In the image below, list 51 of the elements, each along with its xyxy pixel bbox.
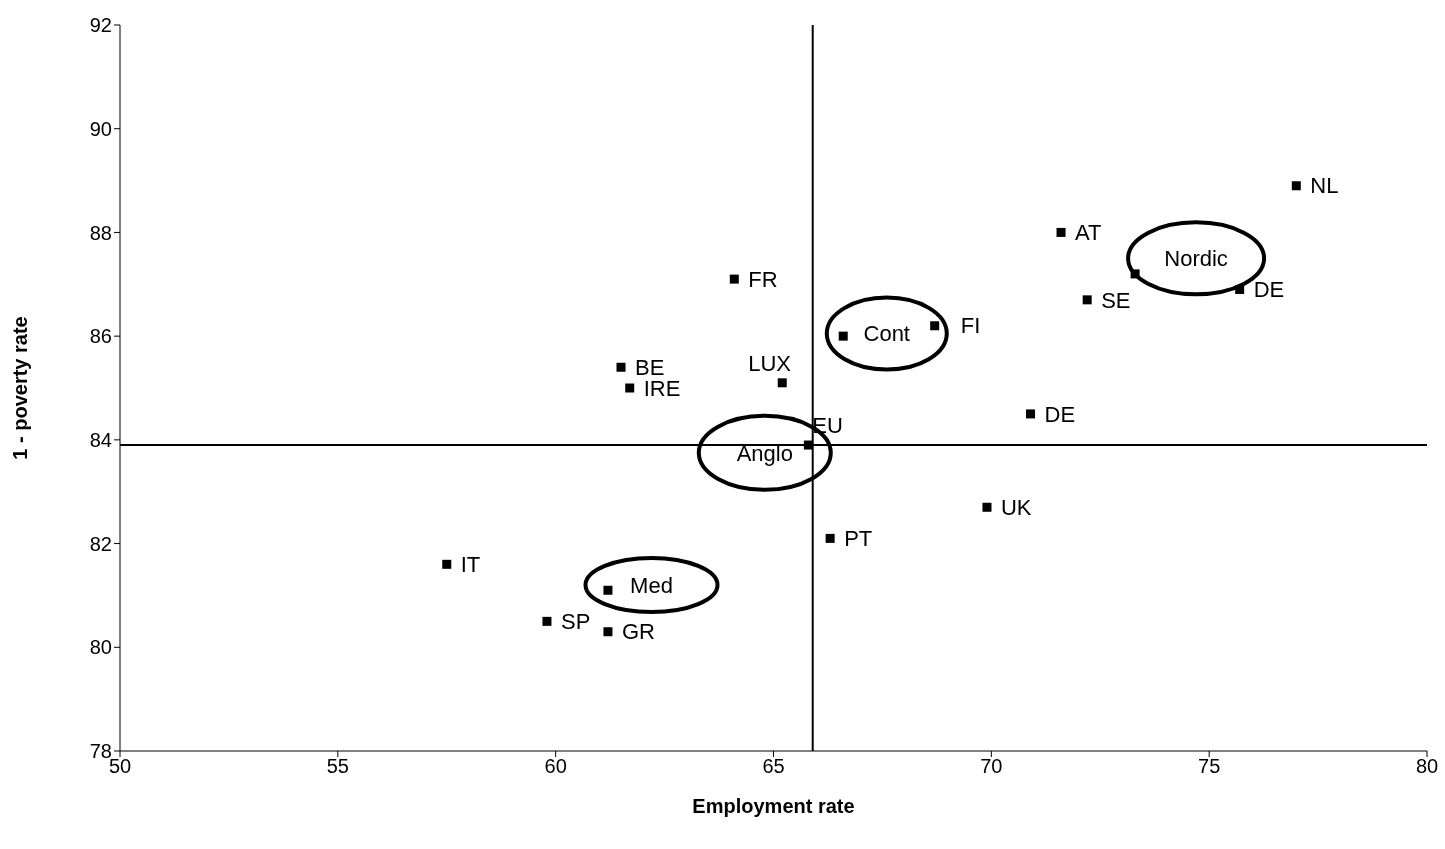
y-tick-label: 90 <box>89 117 112 140</box>
point <box>930 321 940 331</box>
point <box>442 559 452 569</box>
point <box>616 362 626 372</box>
point <box>1082 295 1092 305</box>
point <box>1056 227 1066 237</box>
series-label: LUX <box>748 350 792 376</box>
point <box>1026 409 1036 419</box>
series-label: AT <box>1075 220 1102 246</box>
point <box>625 383 635 393</box>
series-label: NL <box>1310 173 1339 199</box>
series-label: FR <box>748 266 778 292</box>
y-tick-label: 80 <box>89 636 112 659</box>
series-label: PT <box>844 526 873 552</box>
x-tick-label: 70 <box>980 755 1003 778</box>
point <box>982 502 992 512</box>
series-label: UK <box>1000 494 1032 520</box>
point <box>803 440 813 450</box>
x-tick-label: 75 <box>1198 755 1221 778</box>
series-label: IT <box>460 552 481 578</box>
point <box>825 533 835 543</box>
x-axis-title: Employment rate <box>692 795 855 817</box>
point <box>1291 181 1301 191</box>
x-tick-label: 80 <box>1415 755 1439 778</box>
point <box>838 331 848 341</box>
series-label: FI <box>960 313 981 339</box>
y-tick-label: 92 <box>89 14 112 37</box>
y-axis-title: 1 - poverty rate <box>9 316 32 460</box>
point <box>603 585 613 595</box>
annotation: Med <box>630 572 673 598</box>
annotation: Nordic <box>1164 246 1228 272</box>
series-label: GR <box>621 619 655 645</box>
series-label: SP <box>560 609 591 635</box>
point <box>542 616 552 626</box>
point <box>777 378 787 388</box>
point <box>729 274 739 284</box>
y-tick-label: 84 <box>89 428 112 451</box>
x-tick-label: 60 <box>544 755 567 778</box>
annotation: Cont <box>863 321 911 347</box>
series-label: DE <box>1044 401 1076 427</box>
series-label: DE <box>1253 277 1285 303</box>
annotation: Anglo <box>736 440 793 466</box>
point <box>1130 269 1140 279</box>
y-tick-label: 86 <box>89 325 112 348</box>
point <box>1235 284 1245 294</box>
x-tick-label: 55 <box>326 755 349 778</box>
point <box>603 627 613 637</box>
y-tick-label: 82 <box>89 532 112 555</box>
series-label: SE <box>1101 287 1131 313</box>
y-tick-label: 88 <box>89 221 112 244</box>
x-tick-label: 65 <box>762 755 785 778</box>
